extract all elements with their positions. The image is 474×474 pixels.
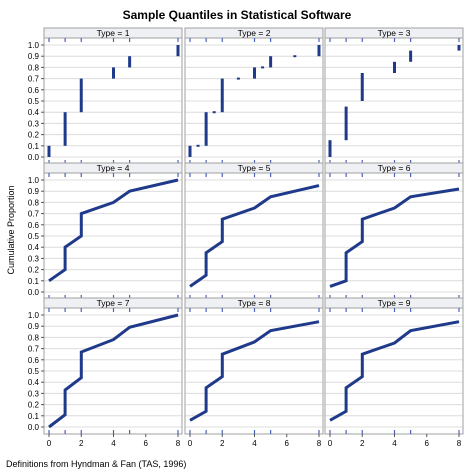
y-tick-label: 0.2	[28, 266, 40, 275]
panel-grid: Type = 1 0.0 0.1 0.2 0.3 0.4 0.5 0.6 0.7 0.8 0.9 1.…	[28, 27, 464, 448]
y-tick-label: 0.6	[28, 86, 40, 95]
y-tick-label: 0.1	[28, 142, 40, 151]
y-tick-label: 0.1	[28, 277, 40, 286]
panel-strip-label: Type = 8	[238, 298, 271, 308]
y-tick-label: 0.4	[28, 378, 40, 387]
y-tick-label: 0.3	[28, 119, 40, 128]
x-tick-label: 6	[144, 439, 149, 448]
y-tick-label: 0.8	[28, 198, 40, 207]
x-tick-label: 2	[360, 439, 365, 448]
y-tick-label: 0.1	[28, 412, 40, 421]
y-tick-label: 0.7	[28, 75, 40, 84]
y-tick-label: 0.5	[28, 232, 40, 241]
y-tick-label: 0.7	[28, 210, 40, 219]
x-tick-label: 6	[425, 439, 430, 448]
x-tick-label: 2	[220, 439, 225, 448]
panel-4: Type = 4 0.0 0.1 0.2 0.3 0.4 0.5 0.6 0.7 0.8 0.9 1.…	[28, 162, 183, 300]
y-tick-label: 0.0	[28, 288, 40, 297]
panel-7: Type = 7 0.0 0.1 0.2 0.3 0.4 0.5 0.6 0.7 0.8 0.9 1.…	[28, 297, 183, 448]
panel-3: Type = 3	[324, 27, 464, 165]
y-tick-label: 0.9	[28, 187, 40, 196]
series-line	[48, 178, 179, 283]
panel-strip-label: Type = 1	[97, 28, 130, 38]
y-tick-label: 0.4	[28, 108, 40, 117]
footnote: Definitions from Hyndman & Fan (TAS, 199…	[6, 459, 186, 469]
series-line	[329, 187, 460, 288]
panel-5: Type = 5	[184, 162, 324, 300]
panel-2: Type = 2	[184, 27, 324, 165]
y-tick-label: 0.7	[28, 345, 40, 354]
x-tick-label: 0	[47, 439, 52, 448]
series-line	[329, 320, 460, 422]
panel-strip-label: Type = 9	[378, 298, 411, 308]
x-tick-label: 4	[111, 439, 116, 448]
y-tick-label: 0.5	[28, 97, 40, 106]
panel-8: Type = 8 0 2 4 6 8	[184, 297, 324, 448]
series-line	[48, 313, 179, 429]
y-tick-label: 0.4	[28, 243, 40, 252]
panel-strip-label: Type = 3	[378, 28, 411, 38]
x-tick-label: 0	[328, 439, 333, 448]
y-tick-label: 0.2	[28, 131, 40, 140]
panel-strip-label: Type = 6	[378, 163, 411, 173]
x-tick-label: 8	[176, 439, 181, 448]
panel-1: Type = 1 0.0 0.1 0.2 0.3 0.4 0.5 0.6 0.7 0.8 0.9 1.…	[28, 27, 183, 165]
series-line	[189, 184, 320, 288]
x-tick-label: 2	[79, 439, 84, 448]
y-tick-label: 1.0	[28, 311, 40, 320]
chart-title: Sample Quantiles in Statistical Software	[123, 8, 352, 22]
x-tick-label: 8	[317, 439, 322, 448]
y-tick-label: 0.8	[28, 63, 40, 72]
panel-strip-label: Type = 4	[97, 163, 130, 173]
y-axis-label: Cumulative Proportion	[6, 185, 16, 274]
y-tick-label: 0.3	[28, 254, 40, 263]
panel-strip-label: Type = 2	[238, 28, 271, 38]
x-tick-label: 6	[285, 439, 290, 448]
panel-6: Type = 6	[324, 162, 464, 300]
x-tick-label: 0	[188, 439, 193, 448]
panel-9: Type = 9 0 2 4 6 8	[324, 297, 464, 448]
y-tick-label: 0.9	[28, 322, 40, 331]
panel-strip-label: Type = 7	[97, 298, 130, 308]
y-tick-label: 1.0	[28, 41, 40, 50]
series-line	[189, 320, 320, 422]
y-tick-label: 0.0	[28, 153, 40, 162]
panel-strip-label: Type = 5	[238, 163, 271, 173]
x-tick-label: 8	[457, 439, 462, 448]
x-tick-label: 4	[252, 439, 257, 448]
y-tick-label: 0.5	[28, 367, 40, 376]
y-tick-label: 0.0	[28, 423, 40, 432]
x-tick-label: 4	[392, 439, 397, 448]
y-tick-label: 0.6	[28, 221, 40, 230]
y-tick-label: 1.0	[28, 176, 40, 185]
y-tick-label: 0.3	[28, 389, 40, 398]
y-tick-label: 0.6	[28, 356, 40, 365]
y-tick-label: 0.9	[28, 52, 40, 61]
y-tick-label: 0.2	[28, 401, 40, 410]
y-tick-label: 0.8	[28, 333, 40, 342]
